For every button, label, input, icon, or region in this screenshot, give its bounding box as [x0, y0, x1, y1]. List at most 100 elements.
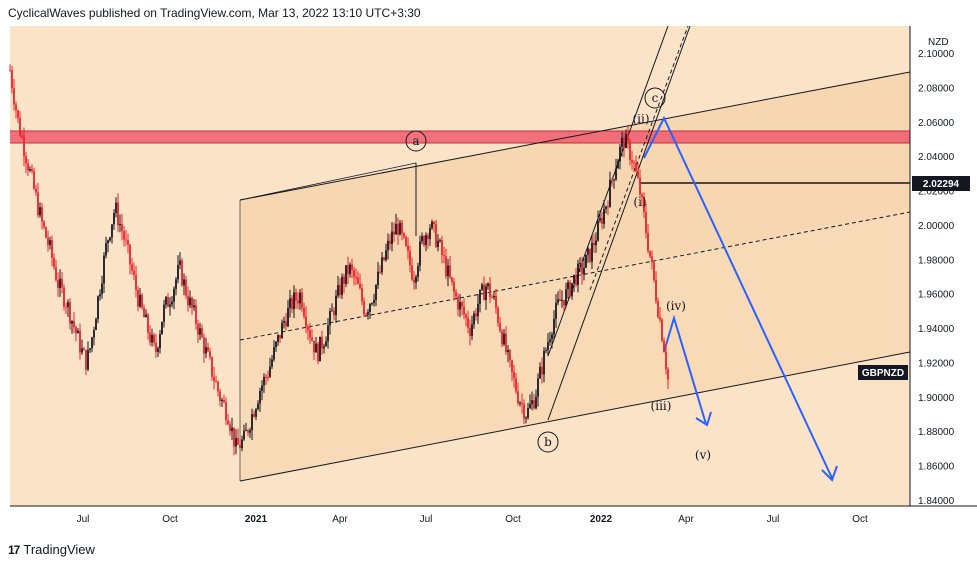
- candle-body: [151, 334, 153, 343]
- candle-body: [507, 350, 509, 353]
- candle-body: [25, 156, 27, 164]
- footer-brand-name: TradingView: [23, 542, 95, 557]
- currency-label: NZD: [928, 37, 949, 48]
- candle-body: [411, 265, 413, 280]
- candle-body: [13, 88, 15, 105]
- candle-body: [121, 223, 123, 232]
- candle-body: [495, 295, 497, 309]
- candle-body: [423, 236, 425, 246]
- candle-body: [433, 221, 435, 225]
- candle-body: [623, 137, 625, 148]
- candle-body: [399, 222, 401, 235]
- wave-a-label: a: [412, 134, 419, 148]
- candle-body: [311, 337, 313, 341]
- candle-body: [339, 285, 341, 296]
- candle-body: [659, 317, 661, 320]
- candle-body: [415, 276, 417, 283]
- candle-body: [93, 329, 95, 338]
- candle-body: [61, 278, 63, 288]
- candle-body: [509, 350, 511, 361]
- candle-body: [505, 333, 507, 353]
- price-marker-badge: [912, 176, 970, 191]
- candle-body: [89, 348, 91, 351]
- x-axis-ticks: Jul Oct 2021 Apr Jul Oct 2022 Apr Jul Oct: [77, 514, 868, 525]
- steep-channel-mid: [589, 25, 689, 291]
- candle-body: [363, 301, 365, 315]
- candle-body: [469, 327, 471, 336]
- candle-body: [455, 291, 457, 297]
- candle-body: [177, 264, 179, 280]
- candle-body: [147, 314, 149, 333]
- y-tick-label: 2.08000: [918, 83, 955, 94]
- candle-body: [619, 146, 621, 162]
- candle-body: [131, 264, 133, 271]
- candle-body: [401, 222, 403, 234]
- candle-body: [567, 282, 569, 290]
- candle-body: [281, 322, 283, 339]
- candle-body: [613, 179, 615, 181]
- candle-body: [345, 265, 347, 284]
- candle-body: [23, 137, 25, 157]
- candle-body: [341, 276, 343, 296]
- candle-body: [347, 265, 349, 275]
- wave-b-circle: [537, 431, 559, 453]
- candle-body: [103, 255, 105, 284]
- candle-body: [193, 305, 195, 308]
- candle-body: [351, 264, 353, 270]
- candle-body: [329, 311, 331, 326]
- candle-body: [647, 233, 649, 251]
- wave-iv-label: (iv): [666, 299, 686, 313]
- candle-body: [27, 163, 29, 171]
- candle-body: [477, 303, 479, 317]
- candle-body: [599, 217, 601, 221]
- candle-body: [649, 250, 651, 257]
- candle-body: [381, 257, 383, 273]
- candle-body: [143, 307, 145, 318]
- candle-body: [221, 399, 223, 401]
- candle-body: [553, 318, 555, 335]
- wave-v-label: (v): [695, 448, 711, 462]
- candle-body: [55, 267, 57, 281]
- candle-body: [525, 417, 527, 419]
- candle-body: [141, 294, 143, 308]
- candle-body: [641, 194, 643, 197]
- candle-body: [81, 348, 83, 353]
- candle-body: [625, 134, 627, 148]
- candle-body: [517, 391, 519, 404]
- candle-body: [283, 321, 285, 323]
- candle-body: [291, 298, 293, 310]
- y-tick-label: 2.04000: [918, 152, 955, 163]
- candle-body: [175, 279, 177, 289]
- candle-body: [565, 289, 567, 306]
- candle-body: [123, 231, 125, 240]
- candle-body: [125, 239, 127, 241]
- candle-body: [373, 299, 375, 304]
- candle-body: [63, 287, 65, 307]
- candle-body: [549, 339, 551, 343]
- wave-c-label: c: [652, 91, 659, 105]
- candle-body: [231, 427, 233, 432]
- x-tick-label: 2021: [245, 514, 268, 525]
- candle-body: [417, 265, 419, 277]
- candle-body: [97, 296, 99, 320]
- candle-body: [563, 299, 565, 306]
- candle-body: [645, 212, 647, 234]
- candle-body: [19, 118, 21, 136]
- candle-body: [543, 350, 545, 375]
- candle-body: [249, 430, 251, 433]
- candle-body: [557, 299, 559, 303]
- candle-body: [453, 281, 455, 292]
- candle-body: [297, 300, 299, 304]
- y-tick-label: 1.84000: [918, 496, 955, 507]
- candle-body: [571, 283, 573, 297]
- candle-body: [493, 295, 495, 298]
- candle-body: [275, 341, 277, 348]
- candle-body: [537, 378, 539, 397]
- candle-body: [371, 303, 373, 305]
- candle-body: [529, 404, 531, 409]
- candle-body: [437, 240, 439, 247]
- candle-body: [631, 159, 633, 163]
- candle-body: [265, 376, 267, 378]
- candle-body: [119, 223, 121, 226]
